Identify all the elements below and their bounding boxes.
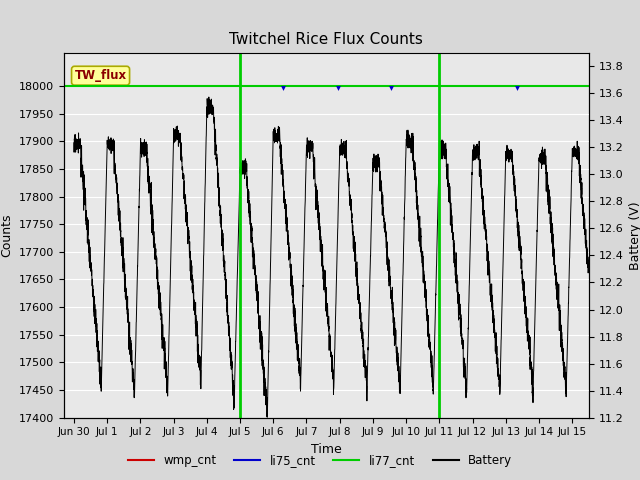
Title: Twitchel Rice Flux Counts: Twitchel Rice Flux Counts <box>230 33 423 48</box>
X-axis label: Time: Time <box>311 443 342 456</box>
Legend: wmp_cnt, li75_cnt, li77_cnt, Battery: wmp_cnt, li75_cnt, li77_cnt, Battery <box>123 449 517 472</box>
Text: TW_flux: TW_flux <box>74 69 127 82</box>
Y-axis label: Counts: Counts <box>1 214 13 257</box>
Y-axis label: Battery (V): Battery (V) <box>629 201 640 269</box>
